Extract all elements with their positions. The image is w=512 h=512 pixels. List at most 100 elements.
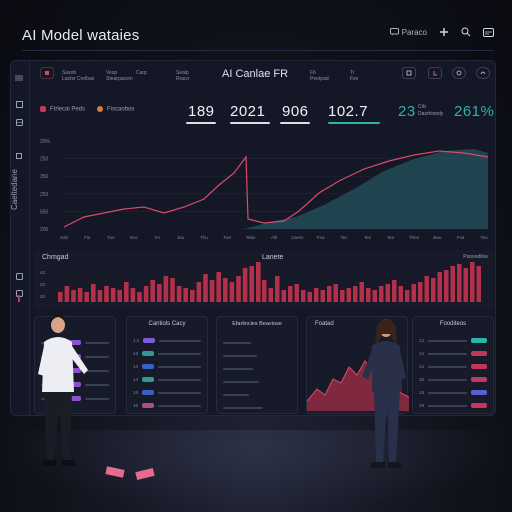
card-efarlincies[interactable]: Efarlincies Beaviose xyxy=(216,316,298,414)
bar xyxy=(150,280,155,302)
pin-button[interactable] xyxy=(439,27,449,37)
card-fooditeos[interactable]: Fooditeos 12 14 14 15 15 18 xyxy=(412,316,494,414)
bar xyxy=(444,270,449,302)
card-row[interactable]: 14 xyxy=(419,350,487,357)
filter-icon xyxy=(406,70,412,76)
search-button[interactable] xyxy=(461,27,471,37)
bar xyxy=(71,290,76,302)
card-cantiols[interactable]: Cantiols Cacy 1:2 13 13 14 15 15 xyxy=(126,316,208,414)
header-item-2[interactable]: Vesp Stearpaicen xyxy=(106,70,133,82)
card-row[interactable] xyxy=(223,352,291,359)
bar xyxy=(77,288,83,302)
bar xyxy=(242,268,248,302)
card-row[interactable] xyxy=(223,378,291,385)
brand-icon xyxy=(45,71,49,75)
chart-legend: Ftrlecai Peds Fiscaobos xyxy=(40,106,134,113)
card-row[interactable]: 15 xyxy=(419,389,487,396)
bar-y-tick: 20 xyxy=(40,294,46,299)
card-row[interactable]: 18 xyxy=(419,402,487,409)
bar xyxy=(327,286,332,302)
y-tick-label: 200 xyxy=(40,227,49,233)
card-row[interactable] xyxy=(223,339,291,346)
bar xyxy=(405,290,410,302)
bar xyxy=(392,280,397,302)
settings-button[interactable] xyxy=(476,67,490,79)
chat-button[interactable]: Paraco xyxy=(389,27,427,37)
bar xyxy=(256,262,261,302)
bar xyxy=(104,286,109,302)
bar xyxy=(268,288,273,302)
top-bar-label: Paraco xyxy=(401,27,427,37)
legend-swatch-1 xyxy=(40,106,46,112)
menu-icon[interactable] xyxy=(10,72,28,84)
card-button[interactable] xyxy=(483,27,494,37)
list-icon[interactable] xyxy=(10,150,28,162)
y-tick-label: 20% xyxy=(40,139,51,145)
card-row[interactable]: 13 xyxy=(133,363,201,370)
bar xyxy=(58,292,63,302)
dash-icon[interactable] xyxy=(10,98,28,110)
card-row[interactable] xyxy=(223,404,291,411)
app-title: AI Model wataies xyxy=(22,27,140,44)
header-item-6[interactable]: Tr Fse xyxy=(350,70,359,82)
x-tick-label: Fo xyxy=(155,235,161,240)
x-tick-label: Fsa xyxy=(457,235,465,240)
bar xyxy=(216,272,221,302)
x-tick-label: Tec xyxy=(340,235,348,240)
card-row[interactable] xyxy=(223,365,291,372)
grid-icon[interactable] xyxy=(10,116,28,128)
header-item-1[interactable]: Sasob Lastsr Crelbas xyxy=(62,70,95,82)
card-row[interactable]: 14 xyxy=(133,376,201,383)
x-tick-label: Tuo xyxy=(107,235,115,240)
bar xyxy=(385,284,390,302)
user-icon[interactable] xyxy=(10,292,28,304)
legend-item-1[interactable]: Ftrlecai Peds xyxy=(40,106,85,113)
search-icon xyxy=(461,27,471,37)
header-item-3[interactable]: Carp xyxy=(136,70,147,76)
bar xyxy=(196,282,202,302)
card-row[interactable]: 13 xyxy=(133,350,201,357)
card-row[interactable]: 15 xyxy=(419,376,487,383)
filter-button[interactable] xyxy=(402,67,416,79)
bar xyxy=(209,280,215,302)
header-item-4[interactable]: Sealp Rracn xyxy=(176,70,190,82)
y-tick-label: 350 xyxy=(40,174,49,180)
y-tick-label: 250 xyxy=(40,192,49,198)
stat-underline-1 xyxy=(186,122,216,124)
legend-item-2[interactable]: Fiscaobos xyxy=(97,106,134,113)
bar xyxy=(110,288,116,302)
x-tick-label: Fea xyxy=(317,235,325,240)
bar xyxy=(346,288,351,302)
card-row[interactable]: 1:2 xyxy=(133,337,201,344)
card-row[interactable] xyxy=(223,391,291,398)
bar xyxy=(170,278,175,302)
bar xyxy=(223,278,228,302)
x-tick-label: Alli xyxy=(271,235,277,240)
header-item-5[interactable]: Fb Peetpad xyxy=(310,70,329,82)
x-tick-label: Bao xyxy=(433,235,442,240)
bar xyxy=(275,276,280,302)
brand-button[interactable] xyxy=(40,67,54,79)
x-tick-label: Teo xyxy=(387,235,395,240)
card-row[interactable]: 15 xyxy=(133,389,201,396)
stat-icon[interactable] xyxy=(10,270,28,282)
x-tick-label: Sab xyxy=(60,235,69,240)
card-row[interactable]: 14 xyxy=(419,363,487,370)
bar xyxy=(64,286,70,302)
export-button[interactable] xyxy=(428,67,442,79)
bar xyxy=(157,284,162,302)
bar xyxy=(359,282,364,302)
bar xyxy=(411,284,416,302)
bar xyxy=(229,282,235,302)
y-tick-label: 250 xyxy=(40,157,49,163)
x-tick-label: Tabe xyxy=(246,235,256,240)
bar xyxy=(379,286,384,302)
bar xyxy=(163,276,169,302)
refresh-button[interactable] xyxy=(452,67,466,79)
sidebar-label: Caeltedane xyxy=(10,169,19,210)
card-row[interactable]: 15 xyxy=(133,402,201,409)
bar-chart: 42 20 20 xyxy=(40,262,481,302)
line-chart: 20% 250 350 250 550 200 Sab Fiu Tuo Eec Fo Jao Thu Fa… xyxy=(40,139,488,240)
card-row[interactable]: 12 xyxy=(419,337,487,344)
bar xyxy=(424,276,429,302)
